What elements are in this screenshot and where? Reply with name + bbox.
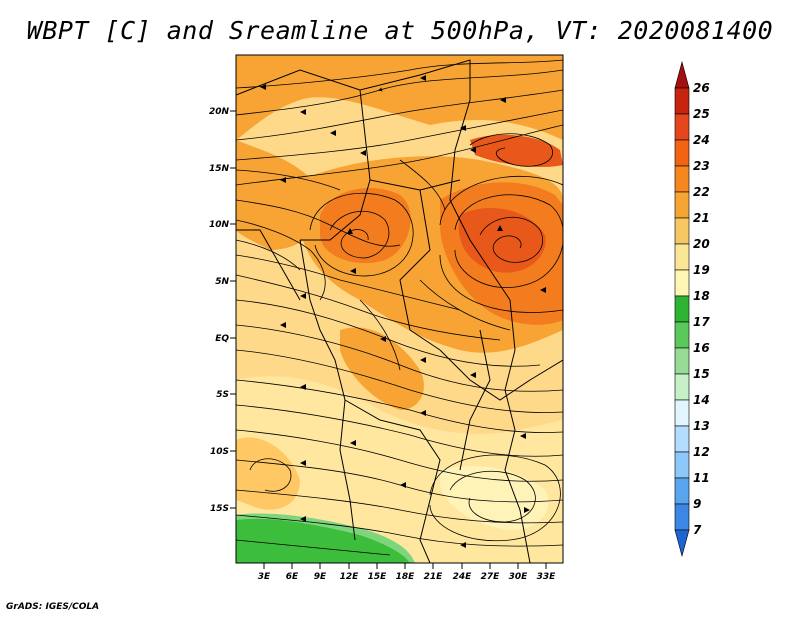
colorbar-label: 11 bbox=[693, 471, 710, 485]
colorbar-swatch bbox=[674, 113, 690, 141]
colorbar-swatch bbox=[674, 60, 690, 89]
lon-tick-label: 6E bbox=[286, 572, 299, 582]
lat-tick-label: 10S bbox=[210, 447, 229, 457]
colorbar-swatch bbox=[674, 269, 690, 297]
colorbar-label: 22 bbox=[693, 185, 710, 199]
colorbar-label: 25 bbox=[693, 107, 710, 121]
colorbar-label: 19 bbox=[693, 263, 710, 277]
wbpt-light-green-edge bbox=[236, 513, 415, 563]
lat-tick-label: 20N bbox=[209, 107, 230, 117]
lat-tick-label: 10N bbox=[209, 220, 230, 230]
colorbar-label: 9 bbox=[693, 497, 701, 511]
colorbar-label: 16 bbox=[693, 341, 710, 355]
colorbar-swatch bbox=[674, 191, 690, 219]
lon-tick-label: 15E bbox=[368, 572, 388, 582]
colorbar-swatch bbox=[674, 503, 690, 531]
lat-tick-label: 15N bbox=[209, 164, 230, 174]
wbpt-dark-orange-west bbox=[320, 187, 411, 264]
colorbar-label: 24 bbox=[693, 133, 710, 147]
lon-tick-label: 27E bbox=[481, 572, 501, 582]
streamlines bbox=[236, 59, 563, 556]
lon-tick-label: 33E bbox=[537, 572, 557, 582]
streamline-arrows bbox=[260, 75, 546, 548]
colorbar-swatch bbox=[674, 165, 690, 193]
colorbar-label: 18 bbox=[693, 289, 710, 303]
colorbar-swatch bbox=[674, 87, 690, 115]
colorbar-swatch bbox=[674, 295, 690, 323]
map-frame bbox=[235, 54, 564, 564]
colorbar-swatch bbox=[674, 321, 690, 349]
colorbar-swatch bbox=[674, 477, 690, 505]
lon-tick-label: 30E bbox=[509, 572, 529, 582]
colorbar-label: 12 bbox=[693, 445, 710, 459]
colorbar-label: 21 bbox=[693, 211, 710, 225]
colorbar-swatch bbox=[674, 217, 690, 245]
lat-tick-label: 5S bbox=[216, 390, 229, 400]
colorbar-swatch bbox=[674, 373, 690, 401]
colorbar-swatch bbox=[674, 451, 690, 479]
lat-tick-label: 15S bbox=[210, 504, 229, 514]
colorbar-label: 13 bbox=[693, 419, 710, 433]
lat-axis: 20N 15N 10N 5N EQ 5S 10S 15S bbox=[209, 107, 236, 514]
colorbar-label: 15 bbox=[693, 367, 710, 381]
colorbar-swatch bbox=[674, 399, 690, 427]
colorbar-label: 20 bbox=[693, 237, 710, 251]
lat-tick-label: 5N bbox=[215, 277, 229, 287]
colorbar-swatch bbox=[674, 139, 690, 167]
colorbar-swatch bbox=[674, 347, 690, 375]
lat-tick-label: EQ bbox=[215, 334, 229, 344]
lon-tick-label: 12E bbox=[340, 572, 360, 582]
colorbar-swatch bbox=[674, 529, 690, 558]
wbpt-green-band bbox=[236, 518, 410, 563]
colorbar-swatch bbox=[674, 243, 690, 271]
lon-tick-label: 24E bbox=[453, 572, 473, 582]
credit-label: GrADS: IGES/COLA bbox=[6, 602, 100, 612]
colorbar: 26 25 24 23 22 21 20 19 18 17 16 15 14 13 12 11 9 7 bbox=[674, 60, 710, 558]
colorbar-label: 23 bbox=[693, 159, 710, 173]
colorbar-label: 14 bbox=[693, 393, 710, 407]
chart-title: WBPT [C] and Sreamline at 500hPa, VT: 20… bbox=[26, 16, 774, 45]
lon-tick-label: 3E bbox=[258, 572, 271, 582]
country-borders bbox=[236, 59, 563, 563]
lon-tick-label: 9E bbox=[314, 572, 327, 582]
lon-axis: 3E 6E 9E 12E 15E 18E 21E 24E 27E 30E 33E bbox=[258, 563, 556, 582]
colorbar-swatch bbox=[674, 425, 690, 453]
colorbar-label: 26 bbox=[693, 81, 710, 95]
colorbar-label: 17 bbox=[693, 315, 710, 329]
lon-tick-label: 18E bbox=[396, 572, 416, 582]
colorbar-label: 7 bbox=[693, 523, 702, 537]
lon-tick-label: 21E bbox=[424, 572, 444, 582]
wbpt-orange-equator bbox=[340, 327, 424, 410]
map-panel bbox=[236, 55, 563, 563]
